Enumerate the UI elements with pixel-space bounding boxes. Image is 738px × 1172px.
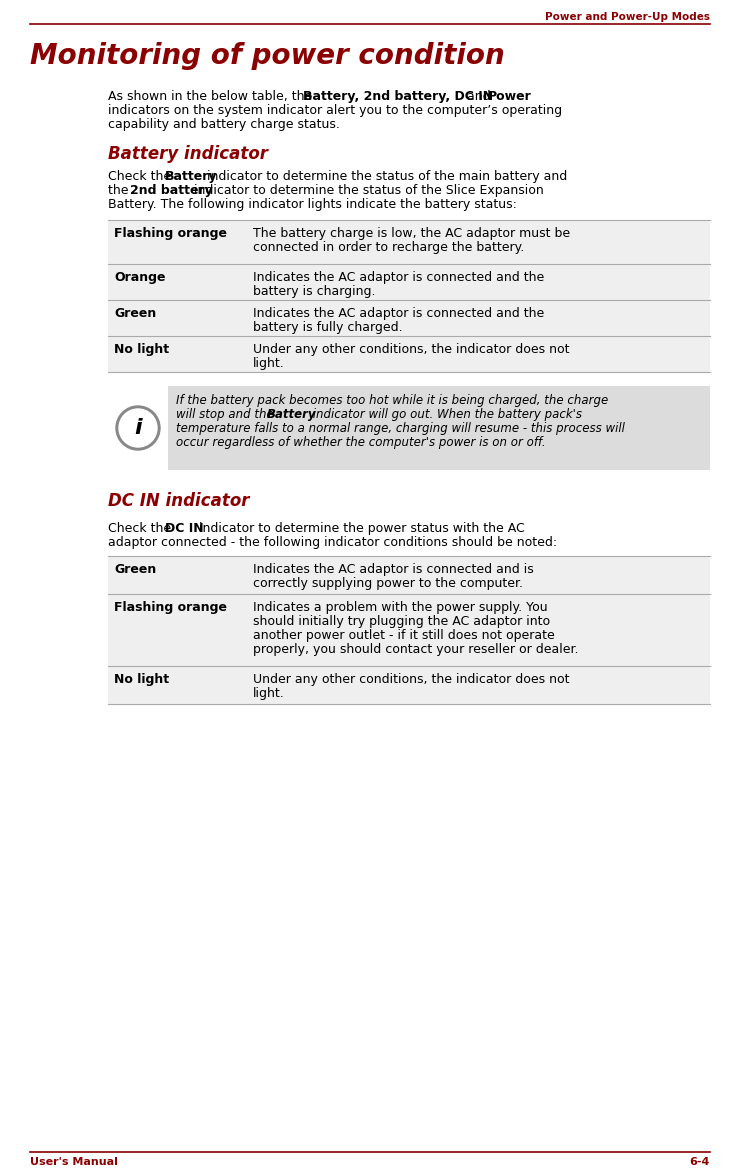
Text: temperature falls to a normal range, charging will resume - this process will: temperature falls to a normal range, cha… (176, 422, 625, 435)
Text: Battery: Battery (165, 170, 218, 183)
Text: Battery, 2nd battery, DC IN: Battery, 2nd battery, DC IN (303, 90, 493, 103)
Text: DC IN indicator: DC IN indicator (108, 492, 249, 510)
Text: Indicates the AC adaptor is connected and is: Indicates the AC adaptor is connected an… (253, 563, 534, 575)
Text: and: and (463, 90, 494, 103)
Text: Under any other conditions, the indicator does not: Under any other conditions, the indicato… (253, 673, 570, 686)
Text: No light: No light (114, 343, 169, 356)
Bar (108, 556, 710, 594)
Text: Flashing orange: Flashing orange (114, 601, 227, 614)
Text: 2nd battery: 2nd battery (130, 184, 213, 197)
Text: Under any other conditions, the indicator does not: Under any other conditions, the indicato… (253, 343, 570, 356)
Text: connected in order to recharge the battery.: connected in order to recharge the batte… (253, 241, 524, 254)
Text: Orange: Orange (114, 271, 165, 284)
Text: correctly supplying power to the computer.: correctly supplying power to the compute… (253, 577, 523, 590)
Text: Power: Power (488, 90, 532, 103)
Text: No light: No light (114, 673, 169, 686)
Bar (108, 264, 710, 300)
Text: Battery: Battery (267, 408, 317, 421)
Text: light.: light. (253, 357, 285, 370)
Circle shape (119, 409, 157, 447)
Text: Check the: Check the (108, 522, 175, 534)
Text: indicator to determine the status of the main battery and: indicator to determine the status of the… (203, 170, 568, 183)
Text: Flashing orange: Flashing orange (114, 227, 227, 240)
Text: Indicates the AC adaptor is connected and the: Indicates the AC adaptor is connected an… (253, 307, 544, 320)
Text: Battery indicator: Battery indicator (108, 145, 268, 163)
Text: Power and Power-Up Modes: Power and Power-Up Modes (545, 12, 710, 22)
Bar (108, 336, 710, 372)
Text: Green: Green (114, 307, 156, 320)
Text: DC IN: DC IN (165, 522, 204, 534)
Text: battery is charging.: battery is charging. (253, 285, 376, 298)
Text: occur regardless of whether the computer's power is on or off.: occur regardless of whether the computer… (176, 436, 545, 449)
Text: the: the (108, 184, 133, 197)
Text: Indicates the AC adaptor is connected and the: Indicates the AC adaptor is connected an… (253, 271, 544, 284)
Bar (108, 666, 710, 704)
Text: Green: Green (114, 563, 156, 575)
Text: will stop and the: will stop and the (176, 408, 277, 421)
Bar (108, 300, 710, 336)
Text: indicator to determine the status of the Slice Expansion: indicator to determine the status of the… (190, 184, 544, 197)
Text: Check the: Check the (108, 170, 175, 183)
Circle shape (116, 406, 160, 450)
Bar (108, 220, 710, 264)
Text: another power outlet - if it still does not operate: another power outlet - if it still does … (253, 629, 555, 642)
Text: 6-4: 6-4 (689, 1157, 710, 1167)
Bar (108, 594, 710, 666)
Text: If the battery pack becomes too hot while it is being charged, the charge: If the battery pack becomes too hot whil… (176, 394, 608, 407)
Text: User's Manual: User's Manual (30, 1157, 118, 1167)
Text: indicators on the system indicator alert you to the computer’s operating: indicators on the system indicator alert… (108, 104, 562, 117)
Text: As shown in the below table, the: As shown in the below table, the (108, 90, 317, 103)
Text: properly, you should contact your reseller or dealer.: properly, you should contact your resell… (253, 643, 579, 656)
Text: indicator will go out. When the battery pack's: indicator will go out. When the battery … (309, 408, 582, 421)
Text: light.: light. (253, 687, 285, 700)
Text: adaptor connected - the following indicator conditions should be noted:: adaptor connected - the following indica… (108, 536, 557, 548)
Text: should initially try plugging the AC adaptor into: should initially try plugging the AC ada… (253, 615, 550, 628)
Text: Battery. The following indicator lights indicate the battery status:: Battery. The following indicator lights … (108, 198, 517, 211)
Text: The battery charge is low, the AC adaptor must be: The battery charge is low, the AC adapto… (253, 227, 570, 240)
Bar (168, 386, 710, 470)
Text: i: i (134, 418, 142, 438)
Text: Monitoring of power condition: Monitoring of power condition (30, 42, 505, 70)
Text: indicator to determine the power status with the AC: indicator to determine the power status … (195, 522, 525, 534)
Text: capability and battery charge status.: capability and battery charge status. (108, 118, 340, 131)
Text: battery is fully charged.: battery is fully charged. (253, 321, 403, 334)
Text: Indicates a problem with the power supply. You: Indicates a problem with the power suppl… (253, 601, 548, 614)
